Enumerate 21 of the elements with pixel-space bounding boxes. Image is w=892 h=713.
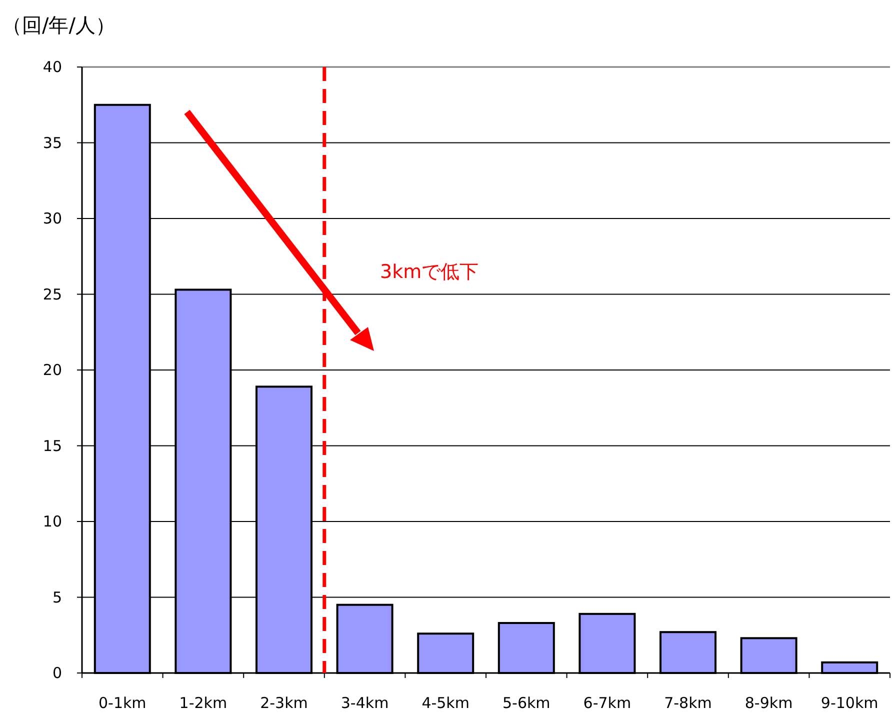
- y-tick-label: 25: [42, 285, 62, 304]
- y-axis-title: （回/年/人）: [2, 13, 116, 37]
- y-tick-label: 30: [42, 210, 62, 228]
- x-tick-label: 9-10km: [820, 694, 878, 712]
- x-tick-label: 7-8km: [664, 694, 712, 712]
- x-tick-label: 6-7km: [583, 694, 632, 712]
- x-tick-label: 8-9km: [744, 694, 793, 712]
- y-tick-label: 10: [42, 512, 62, 530]
- y-tick-label: 5: [52, 588, 62, 606]
- x-tick-label: 3-4km: [340, 694, 389, 712]
- y-tick-label: 20: [42, 361, 62, 379]
- y-tick-label: 40: [42, 58, 62, 76]
- annotation: 3kmで低下: [380, 261, 479, 283]
- x-tick-label: 0-1km: [98, 694, 146, 712]
- y-tick-label: 0: [52, 664, 62, 682]
- y-tick-label: 15: [42, 436, 62, 455]
- x-tick-label: 2-3km: [260, 694, 308, 712]
- x-tick-label: 1-2km: [179, 694, 228, 712]
- x-tick-label: 5-6km: [502, 694, 550, 712]
- y-tick-label: 35: [42, 134, 62, 152]
- x-tick-label: 4-5km: [422, 694, 470, 712]
